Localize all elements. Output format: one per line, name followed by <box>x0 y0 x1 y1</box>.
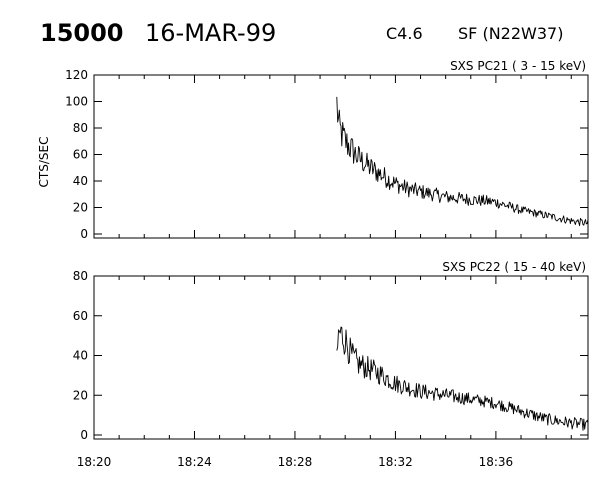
plot-frame-bottom <box>93 275 589 440</box>
event-date: 16-MAR-99 <box>145 19 276 47</box>
x-ticks-bottom <box>93 276 572 439</box>
y-tick-label: 60 <box>73 309 88 323</box>
y-ticks-top: 0 20 40 60 80 100 120 <box>65 68 588 241</box>
y-tick-label: 120 <box>65 68 88 82</box>
optical-location: SF (N22W37) <box>458 24 563 43</box>
y-tick-label: 100 <box>65 95 88 109</box>
y-tick-label: 20 <box>73 201 88 215</box>
x-ticks-top <box>93 75 572 238</box>
x-tick-label: 18:32 <box>378 455 413 469</box>
plot-frame-top <box>93 74 589 239</box>
series-line-bottom <box>336 326 589 431</box>
x-tick-label: 18:20 <box>77 455 112 469</box>
y-axis-label: CTS/SEC <box>37 137 51 188</box>
panel-top: SXS PC21 ( 3 - 15 keV) CTS/SEC 0 20 40 60 80… <box>37 59 589 241</box>
y-tick-label: 80 <box>73 121 88 135</box>
y-tick-label: 40 <box>73 174 88 188</box>
event-id: 15000 <box>40 19 124 47</box>
channel-label-bottom: SXS PC22 ( 15 - 40 keV) <box>442 260 586 274</box>
x-tick-labels: 18:20 18:24 18:28 18:32 18:36 <box>77 455 513 469</box>
y-tick-label: 0 <box>80 227 88 241</box>
y-tick-label: 40 <box>73 349 88 363</box>
y-tick-label: 60 <box>73 148 88 162</box>
y-tick-label: 80 <box>73 269 88 283</box>
x-tick-label: 18:36 <box>479 455 514 469</box>
channel-label-top: SXS PC21 ( 3 - 15 keV) <box>450 59 586 73</box>
x-tick-label: 18:28 <box>278 455 313 469</box>
goes-class: C4.6 <box>386 24 423 43</box>
x-tick-label: 18:24 <box>177 455 212 469</box>
y-tick-label: 0 <box>80 428 88 442</box>
y-tick-label: 20 <box>73 388 88 402</box>
series-line-top <box>336 96 589 227</box>
y-ticks-bottom: 0 20 40 60 80 <box>73 269 588 442</box>
